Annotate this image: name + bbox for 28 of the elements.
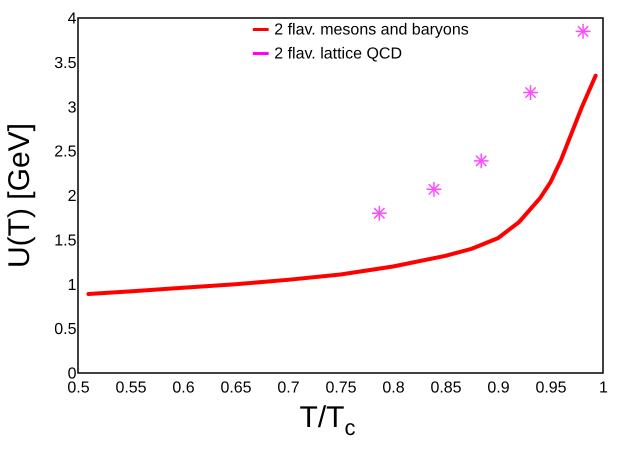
point [574, 23, 592, 40]
y-tick-label: 2.5 [54, 144, 77, 161]
point [473, 152, 490, 170]
line-series [86, 74, 598, 296]
point [371, 205, 388, 222]
y-tick-label: 4 [68, 10, 77, 28]
x-tick-label: 0.65 [220, 380, 252, 396]
y-tick-label: 1 [68, 276, 77, 294]
x-tick-label: 0.55 [115, 380, 147, 396]
legend-label: 2 flav. lattice QCD [274, 46, 402, 62]
legend-label: 2 flav. mesons and baryons [274, 22, 469, 38]
x-tick-label: 0.85 [430, 380, 462, 396]
y-tick-label: 1.5 [54, 232, 77, 250]
point [522, 84, 539, 101]
x-tick-label: 0.7 [277, 380, 300, 396]
y-axis-title: U(T) [GeV] [3, 122, 36, 268]
x-tick-label: 1 [599, 380, 608, 396]
point [426, 181, 442, 198]
x-tick-label: 0.9 [487, 380, 510, 396]
y-tick-label: 0.5 [54, 321, 77, 338]
y-tick-label: 2 [68, 188, 77, 205]
y-tick-label: 3.5 [54, 54, 77, 72]
x-tick-label: 0.75 [325, 380, 357, 396]
x-tick-label: 0.95 [535, 380, 567, 396]
y-tick-label: 3 [68, 99, 77, 116]
y-tick-label: 0 [68, 366, 77, 382]
x-tick-label: 0.6 [172, 380, 195, 396]
x-tick-label: 0.8 [382, 380, 405, 396]
